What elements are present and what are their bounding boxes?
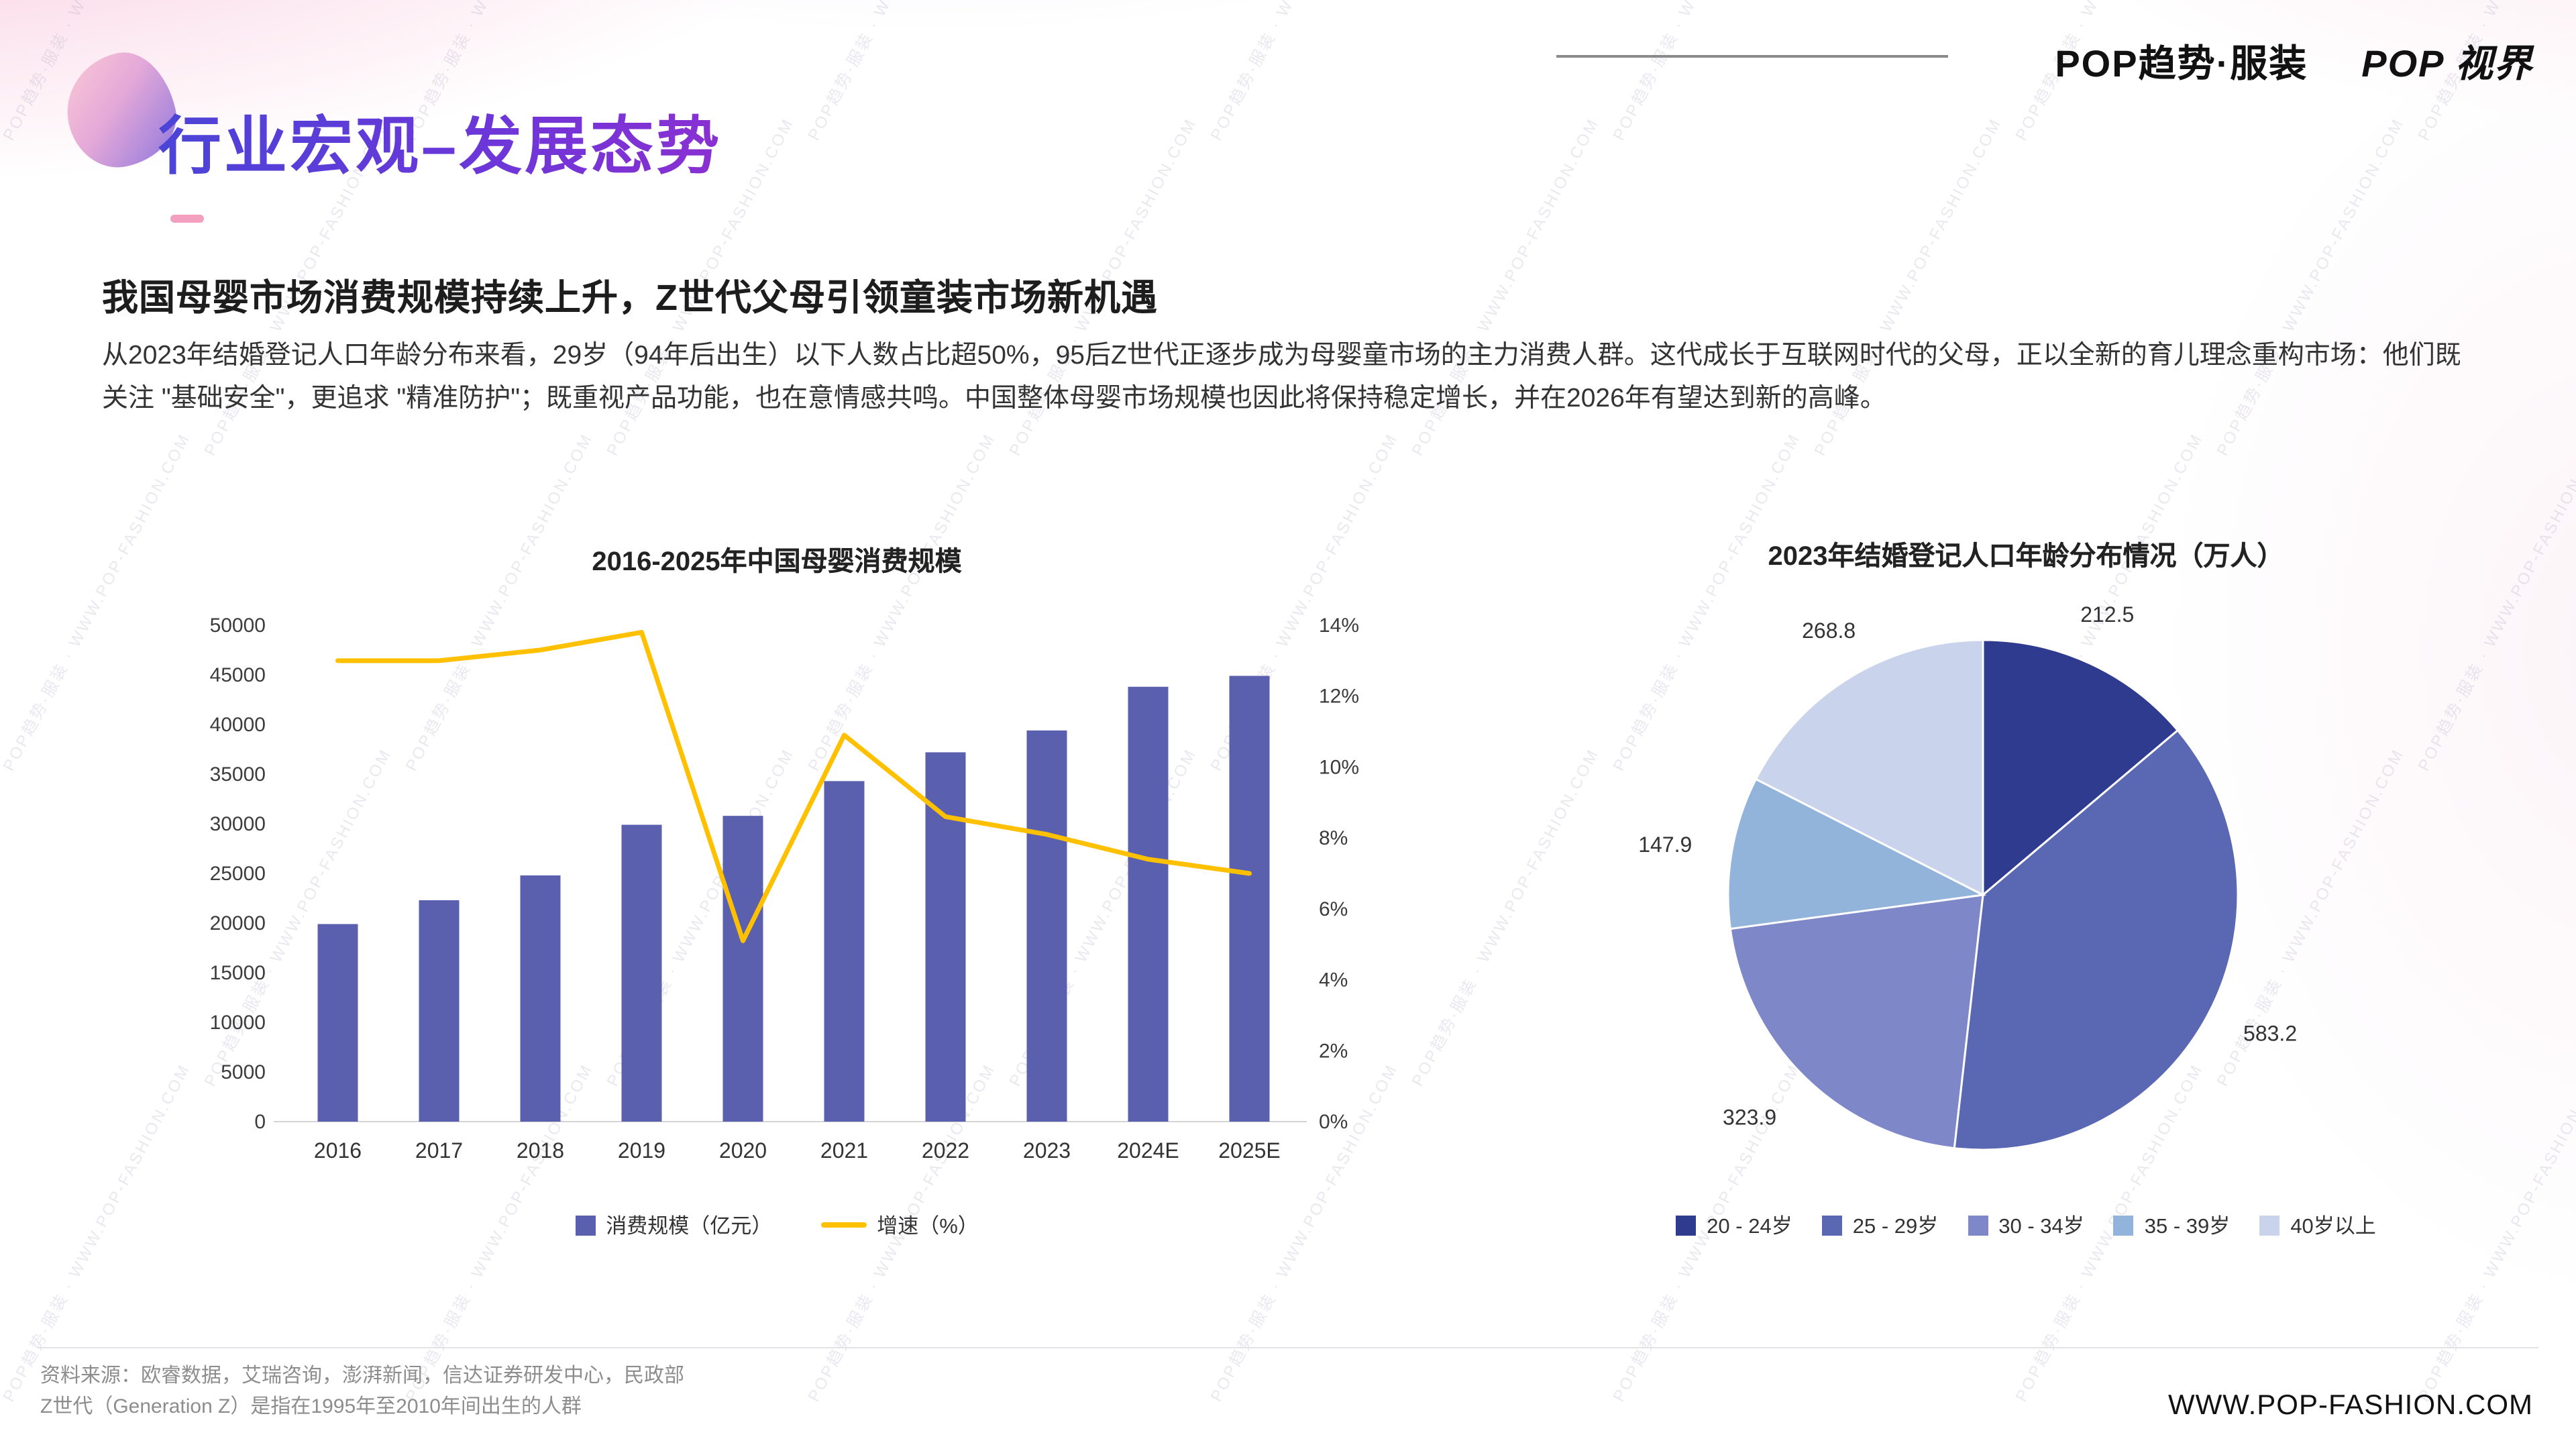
svg-text:40000: 40000 [210,714,266,736]
footer-sources: 资料来源：欧睿数据，艾瑞咨询，澎湃新闻，信达证券研发中心，民政部 Z世代（Gen… [40,1360,684,1423]
svg-text:2%: 2% [1319,1040,1348,1062]
svg-text:45000: 45000 [210,664,266,686]
svg-text:323.9: 323.9 [1723,1105,1776,1129]
pie-legend: 20 - 24岁 25 - 29岁 30 - 34岁 35 - 39岁 40岁以上 [1503,1210,2549,1240]
pie-chart-panel: 2023年结婚登记人口年龄分布情况（万人） 212.5 583.2 323.9 147… [1503,534,2549,1301]
footer-rule [38,1347,2538,1348]
watermark-text: POP趋势·服装 · WWW.POP-FASHION.COM [802,0,1000,144]
legend-item: 35 - 39岁 [2113,1210,2231,1240]
source-line: 资料来源：欧睿数据，艾瑞咨询，澎湃新闻，信达证券研发中心，民政部 [40,1364,685,1387]
header-rule [1556,55,1948,58]
legend-label: 20 - 24岁 [1707,1216,1792,1238]
svg-text:35000: 35000 [210,763,266,786]
pie-swatch [1821,1215,1842,1235]
site-url: WWW.POP-FASHION.COM [2168,1390,2533,1421]
svg-text:20000: 20000 [210,912,266,934]
legend-label: 25 - 29岁 [1852,1216,1939,1238]
combo-chart-panel: 2016-2025年中国母婴消费规模 0 5000 10000 15000 20000 2… [166,539,1387,1299]
title-dash [170,215,204,223]
legend-label: 35 - 39岁 [2144,1216,2231,1238]
pie-swatch [1968,1215,1988,1235]
svg-text:2016: 2016 [314,1138,362,1163]
svg-text:2024E: 2024E [1117,1138,1179,1163]
legend-label: 消费规模（亿元） [606,1216,773,1238]
svg-text:2019: 2019 [618,1138,665,1163]
svg-text:8%: 8% [1319,827,1348,849]
pie-chart: 212.5 583.2 323.9 147.9 268.8 [1638,602,2297,1151]
svg-text:2022: 2022 [922,1138,969,1163]
logo-pop-vision: POP 视界 [2361,43,2533,85]
legend-item: 消费规模（亿元） [575,1210,772,1240]
watermark-text: POP趋势·服装 · WWW.POP-FASHION.COM [1607,0,1805,144]
svg-text:2023: 2023 [1023,1138,1071,1163]
svg-text:2025E: 2025E [1218,1138,1281,1163]
svg-text:2020: 2020 [719,1138,767,1163]
svg-text:583.2: 583.2 [2243,1021,2297,1045]
combo-chart: 0 5000 10000 15000 20000 25000 30000 35000 40000… [210,614,1359,1163]
logo-pop-trend: POP趋势·服装 [2055,43,2308,85]
svg-text:15000: 15000 [210,962,266,984]
svg-text:4%: 4% [1319,969,1348,991]
watermark-text: POP趋势·服装 · WWW.POP-FASHION.COM [1204,0,1403,144]
svg-text:0%: 0% [1319,1111,1348,1133]
note-line: Z世代（Generation Z）是指在1995年至2010年间出生的人群 [40,1395,582,1419]
svg-text:10%: 10% [1319,756,1359,778]
pie-chart-title: 2023年结婚登记人口年龄分布情况（万人） [1768,542,2284,572]
line-swatch [820,1222,867,1228]
legend-item: 40岁以上 [2259,1210,2376,1240]
svg-text:0: 0 [254,1111,266,1133]
legend-item: 30 - 34岁 [1968,1210,2084,1240]
bar-swatch [575,1215,596,1235]
svg-text:212.5: 212.5 [2080,602,2134,627]
legend-label: 30 - 34岁 [1998,1216,2084,1238]
svg-text:12%: 12% [1319,686,1359,708]
legend-label: 增速（%） [877,1216,979,1238]
svg-text:2017: 2017 [415,1138,463,1163]
svg-text:30000: 30000 [210,813,266,835]
pie-swatch [2113,1215,2134,1235]
legend-item: 25 - 29岁 [1821,1210,1939,1240]
legend-label: 40岁以上 [2290,1216,2376,1238]
svg-text:2021: 2021 [820,1138,868,1163]
svg-text:50000: 50000 [210,614,266,637]
legend-item: 增速（%） [820,1210,979,1240]
intro-paragraph: 从2023年结婚登记人口年龄分布来看，29岁（94年后出生）以下人数占比超50%… [102,341,2461,413]
pie-swatch [1676,1215,1697,1235]
svg-text:10000: 10000 [210,1012,266,1034]
svg-text:147.9: 147.9 [1638,833,1692,857]
combo-legend: 消费规模（亿元） 增速（%） [166,1210,1387,1240]
combo-chart-title: 2016-2025年中国母婴消费规模 [592,547,962,577]
page-title: 行业宏观–发展态势 [158,94,722,186]
svg-text:25000: 25000 [210,863,266,885]
svg-text:6%: 6% [1319,898,1348,920]
header-logos: POP趋势·服装 POP 视界 [2055,35,2533,89]
svg-text:14%: 14% [1319,614,1359,637]
svg-text:268.8: 268.8 [1802,619,1856,643]
pie-swatch [2259,1215,2280,1235]
svg-text:2018: 2018 [517,1138,564,1163]
legend-item: 20 - 24岁 [1676,1210,1792,1240]
headline: 我国母婴市场消费规模持续上升，Z世代父母引领童装市场新机遇 [102,278,1158,318]
svg-text:5000: 5000 [221,1061,266,1083]
